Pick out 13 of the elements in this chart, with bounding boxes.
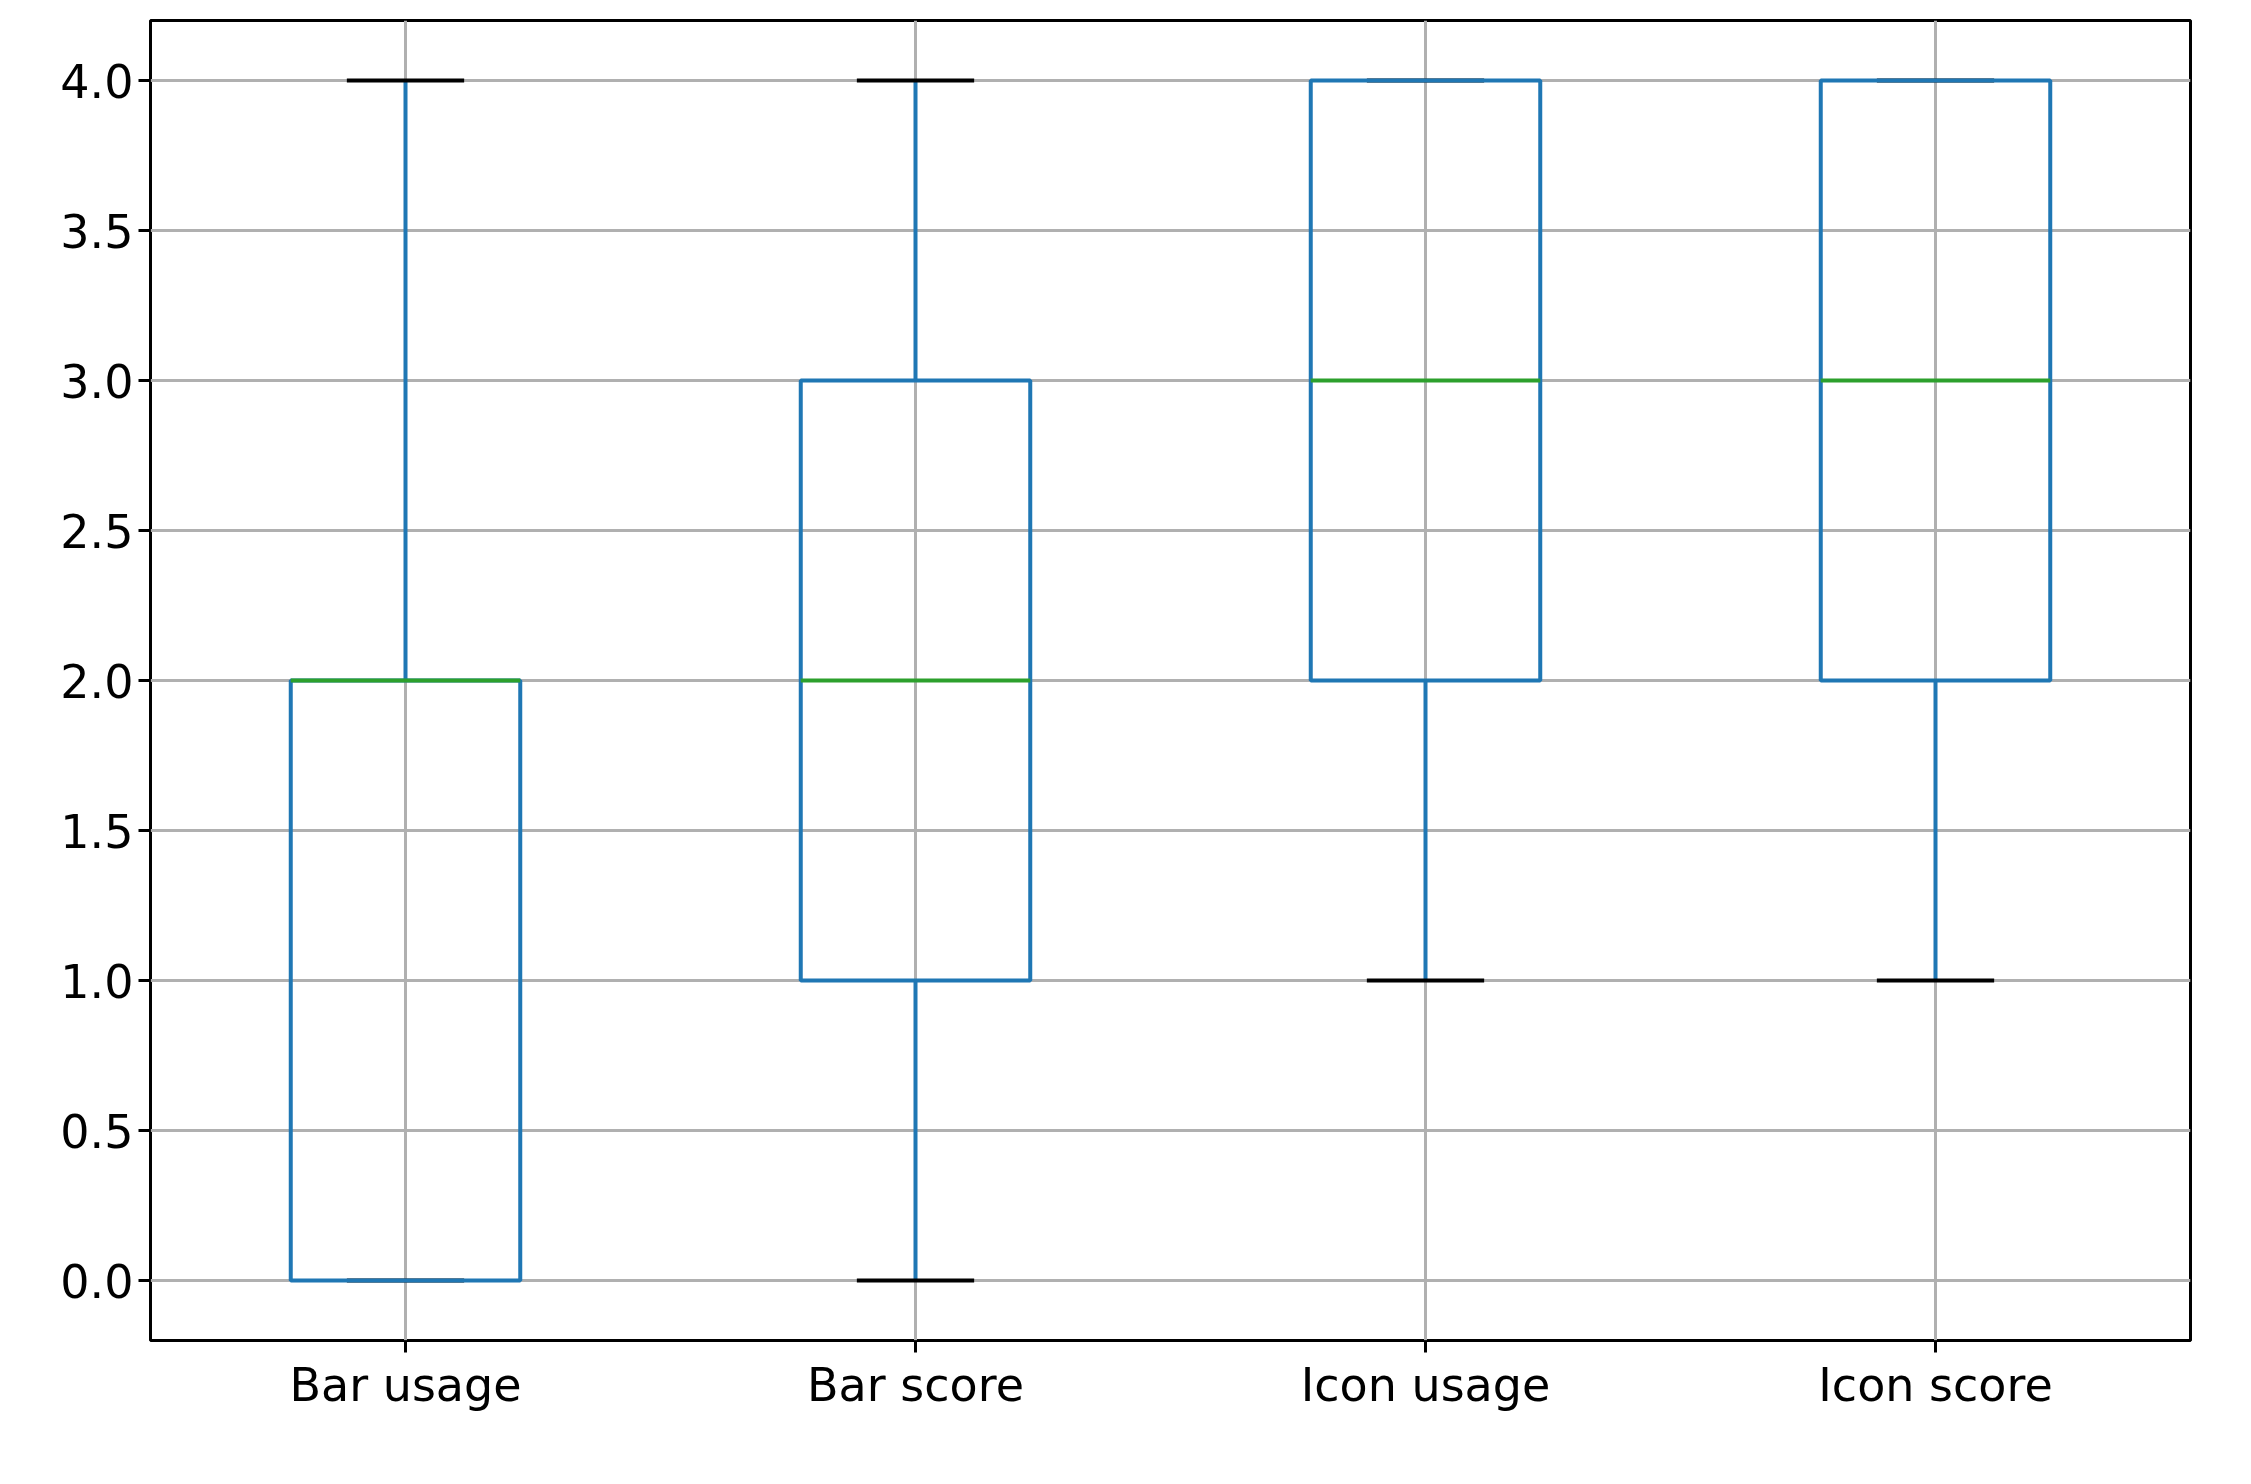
- y-tick-label: 2.0: [60, 654, 134, 709]
- x-tick-label: Bar score: [807, 1357, 1024, 1412]
- x-tick-label: Icon usage: [1300, 1357, 1551, 1412]
- y-tick-label: 0.5: [60, 1104, 134, 1159]
- y-tick-label: 4.0: [60, 54, 134, 109]
- x-tick-label: Bar usage: [289, 1357, 522, 1412]
- y-tick-label: 3.0: [60, 354, 134, 409]
- y-tick-label: 3.5: [60, 204, 134, 259]
- y-tick-label: 1.0: [60, 954, 134, 1009]
- x-tick-label: Icon score: [1818, 1357, 2053, 1412]
- y-tick-label: 2.5: [60, 504, 134, 559]
- y-tick-label: 0.0: [60, 1254, 134, 1309]
- y-tick-label: 1.5: [60, 804, 134, 859]
